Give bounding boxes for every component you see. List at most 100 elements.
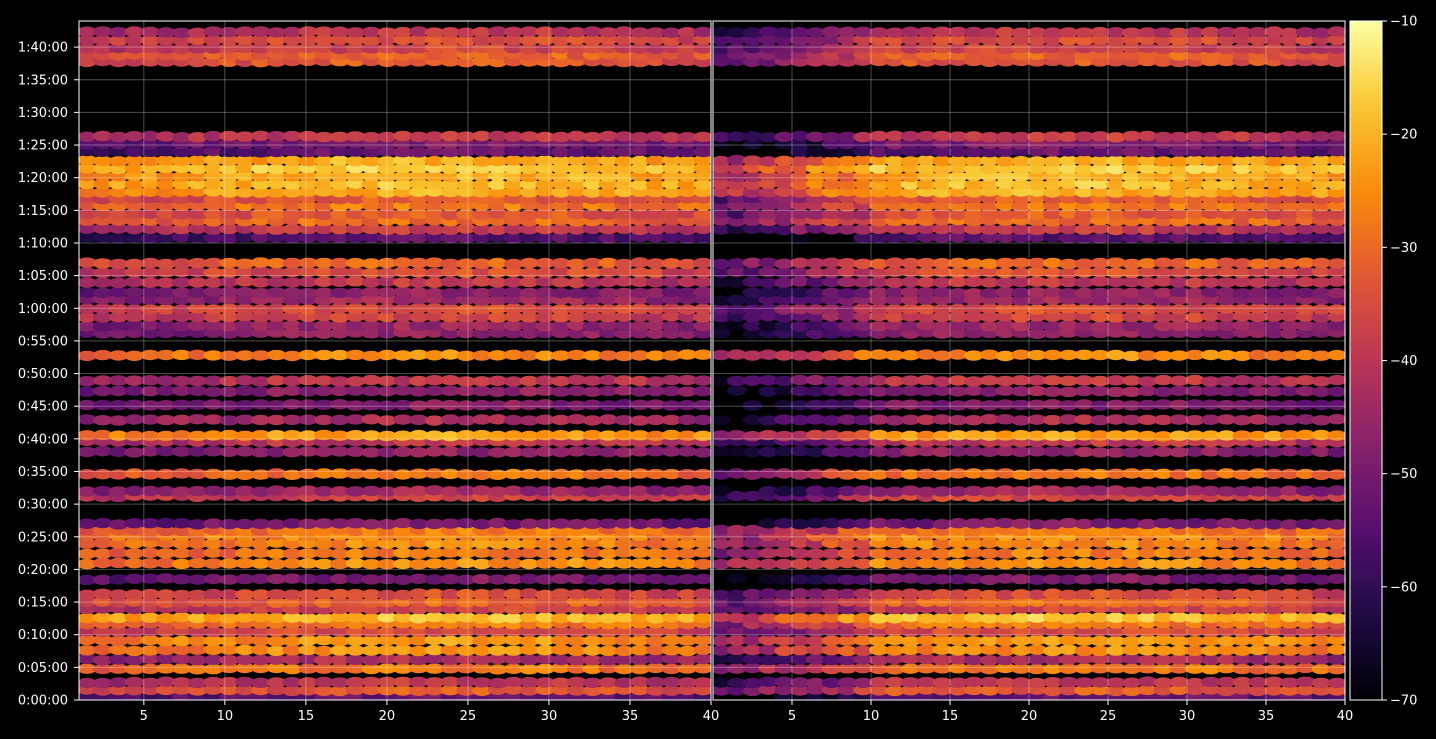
heatmap-cell bbox=[203, 635, 224, 646]
heatmap-cell bbox=[92, 634, 113, 646]
heatmap-cell bbox=[726, 266, 747, 277]
heatmap-cell bbox=[1011, 267, 1031, 279]
heatmap-cell bbox=[1216, 43, 1237, 55]
heatmap-cell bbox=[1232, 486, 1253, 497]
heatmap-cell bbox=[693, 223, 711, 234]
heatmap-cell bbox=[979, 321, 1000, 332]
heatmap-cell bbox=[1153, 654, 1174, 666]
heatmap-cell bbox=[677, 400, 698, 411]
heatmap-cell bbox=[1248, 26, 1268, 38]
heatmap-cell bbox=[408, 349, 429, 360]
heatmap-cell bbox=[1121, 558, 1142, 569]
heatmap-cell bbox=[1264, 209, 1284, 220]
heatmap-cell bbox=[742, 162, 763, 173]
heatmap-cell bbox=[837, 201, 858, 212]
heatmap-cell bbox=[203, 26, 224, 37]
heatmap-cell bbox=[774, 558, 794, 570]
heatmap-cell bbox=[519, 654, 540, 665]
heatmap-cell bbox=[932, 130, 952, 142]
heatmap-cell bbox=[693, 677, 711, 688]
heatmap-cell bbox=[916, 327, 937, 338]
heatmap-cell bbox=[456, 430, 476, 441]
heatmap-cell bbox=[758, 170, 779, 182]
heatmap-cell bbox=[1137, 155, 1158, 166]
heatmap-cell bbox=[995, 26, 1016, 38]
heatmap-cell bbox=[598, 603, 619, 614]
heatmap-cell bbox=[393, 286, 413, 298]
heatmap-cell bbox=[361, 43, 382, 54]
heatmap-cell bbox=[235, 634, 255, 646]
y-tick-label: 1:25:00 bbox=[18, 139, 68, 154]
heatmap-cell bbox=[853, 469, 873, 480]
heatmap-cell bbox=[645, 320, 666, 331]
heatmap-cell bbox=[1327, 304, 1345, 315]
heatmap-cell bbox=[1279, 43, 1300, 55]
heatmap-cell bbox=[361, 655, 382, 666]
heatmap-cell bbox=[156, 653, 176, 665]
heatmap-cell bbox=[758, 287, 779, 298]
heatmap-cell bbox=[1327, 163, 1345, 174]
heatmap-cell bbox=[314, 170, 334, 181]
heatmap-cell bbox=[566, 626, 587, 637]
heatmap-cell bbox=[187, 320, 208, 331]
heatmap-cell bbox=[713, 663, 731, 675]
heatmap-cell bbox=[869, 223, 889, 234]
heatmap-cell bbox=[1185, 267, 1205, 278]
heatmap-cell bbox=[837, 684, 858, 696]
heatmap-cell bbox=[1327, 589, 1345, 600]
heatmap-cell bbox=[124, 414, 145, 425]
heatmap-cell bbox=[156, 27, 176, 38]
heatmap-cell bbox=[551, 386, 571, 397]
heatmap-cell bbox=[869, 469, 889, 480]
heatmap-cell bbox=[693, 146, 711, 158]
heatmap-cell bbox=[79, 187, 97, 198]
heatmap-cell bbox=[1011, 375, 1031, 386]
heatmap-cell bbox=[963, 547, 984, 558]
heatmap-cell bbox=[1169, 596, 1189, 607]
heatmap-cell bbox=[1232, 276, 1253, 288]
heatmap-cell bbox=[393, 446, 413, 457]
heatmap-cell bbox=[1185, 430, 1205, 441]
heatmap-cell bbox=[884, 179, 905, 190]
heatmap-cell bbox=[566, 685, 587, 696]
heatmap-cell bbox=[487, 43, 508, 54]
heatmap-cell bbox=[1216, 644, 1237, 656]
heatmap-cell bbox=[551, 468, 571, 480]
heatmap-cell bbox=[869, 294, 889, 306]
heatmap-cell bbox=[837, 548, 858, 559]
heatmap-cell bbox=[266, 154, 287, 166]
heatmap-cell bbox=[329, 558, 350, 570]
heatmap-cell bbox=[124, 287, 145, 298]
heatmap-cell bbox=[932, 294, 952, 305]
heatmap-cell bbox=[1027, 446, 1047, 457]
heatmap-cell bbox=[1042, 216, 1063, 227]
heatmap-cell bbox=[693, 468, 711, 480]
heatmap-cell bbox=[1121, 155, 1142, 166]
heatmap-cell bbox=[979, 574, 1000, 586]
heatmap-cell bbox=[79, 26, 97, 37]
heatmap-cell bbox=[837, 469, 858, 480]
heatmap-cell bbox=[790, 430, 810, 442]
heatmap-cell bbox=[661, 612, 682, 623]
heatmap-cell bbox=[314, 42, 334, 53]
heatmap-cell bbox=[108, 156, 129, 167]
heatmap-cell bbox=[282, 558, 303, 569]
heatmap-cell bbox=[677, 27, 698, 38]
heatmap-cell bbox=[250, 257, 271, 268]
heatmap-cell bbox=[713, 155, 731, 167]
heatmap-cell bbox=[1074, 50, 1095, 61]
heatmap-cell bbox=[124, 430, 145, 442]
heatmap-cell bbox=[235, 597, 255, 608]
heatmap-cell bbox=[884, 277, 905, 288]
heatmap-cell bbox=[1121, 400, 1142, 411]
heatmap-cell bbox=[1311, 131, 1332, 142]
heatmap-cell bbox=[250, 34, 271, 46]
heatmap-cell bbox=[456, 635, 476, 646]
heatmap-cell bbox=[900, 446, 921, 457]
heatmap-cell bbox=[645, 603, 666, 615]
heatmap-cell bbox=[1216, 399, 1237, 411]
heatmap-cell bbox=[1279, 232, 1300, 244]
heatmap-cell bbox=[219, 200, 239, 212]
heatmap-cell bbox=[124, 538, 145, 549]
heatmap-cell bbox=[156, 258, 176, 270]
